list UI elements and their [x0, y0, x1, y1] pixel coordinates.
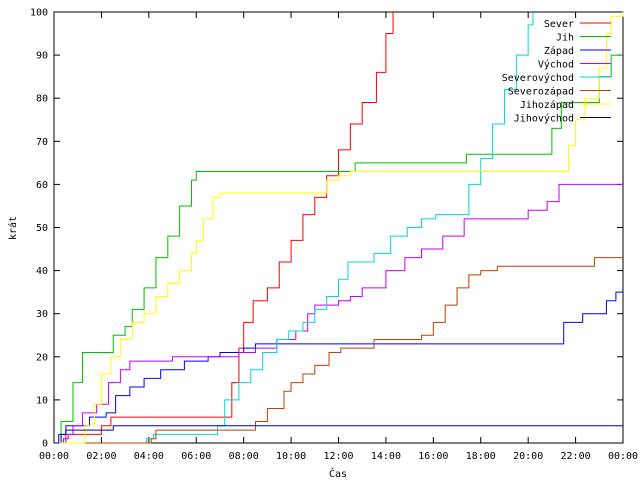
legend-label-severozapad: Severozápad	[508, 86, 574, 98]
y-tick-label: 70	[36, 137, 48, 148]
legend-label-sever: Sever	[544, 19, 574, 30]
x-tick-label: 18:00	[466, 451, 496, 462]
x-tick-label: 08:00	[229, 451, 259, 462]
y-tick-label: 90	[36, 51, 48, 62]
x-tick-label: 00:00	[39, 451, 69, 462]
x-tick-label: 14:00	[371, 451, 401, 462]
legend-label-jihozapad: Jihozápad	[520, 99, 574, 111]
x-tick-label: 16:00	[418, 451, 448, 462]
legend-label-severovychod: Severovýchod	[502, 72, 574, 84]
series-group	[54, 12, 624, 444]
y-tick-label: 30	[36, 309, 48, 320]
y-tick-label: 20	[36, 352, 48, 363]
y-tick-label: 40	[36, 266, 48, 277]
legend-label-jih: Jih	[556, 33, 574, 44]
x-tick-label: 06:00	[181, 451, 211, 462]
x-axis-label: Čas	[329, 467, 347, 480]
legend-label-jihovychod: Jihovýchod	[514, 113, 574, 125]
x-tick-label: 04:00	[134, 451, 164, 462]
series-line-jih	[54, 54, 623, 444]
y-tick-label: 80	[36, 94, 48, 105]
x-tick-label: 20:00	[513, 451, 543, 462]
axis-ticks: 0 10 20 30 40 50 60 70 80 90 100 00:00 02:00 04:00 06:…	[30, 8, 638, 463]
x-tick-label: 02:00	[86, 451, 116, 462]
y-tick-label: 10	[36, 395, 48, 406]
series-line-jihozapad	[54, 12, 624, 444]
y-tick-label: 50	[36, 223, 48, 234]
x-tick-label: 10:00	[276, 451, 306, 462]
y-axis-label: krát	[7, 216, 19, 240]
y-tick-label: 60	[36, 180, 48, 191]
series-line-severozapad	[54, 257, 623, 444]
series-line-vychod	[54, 183, 623, 444]
legend-label-vychod: Východ	[538, 59, 574, 71]
series-line-jihovychod	[54, 425, 623, 444]
y-tick-label: 100	[30, 8, 48, 19]
legend-label-zapad: Západ	[544, 45, 574, 57]
x-tick-label: 22:00	[561, 451, 591, 462]
x-tick-label: 00:00	[608, 451, 638, 462]
series-line-zapad	[54, 291, 623, 444]
series-line-sever	[54, 12, 394, 444]
x-tick-label: 12:00	[323, 451, 353, 462]
series-line-severovychod	[54, 12, 534, 444]
y-tick-label: 0	[42, 439, 48, 450]
